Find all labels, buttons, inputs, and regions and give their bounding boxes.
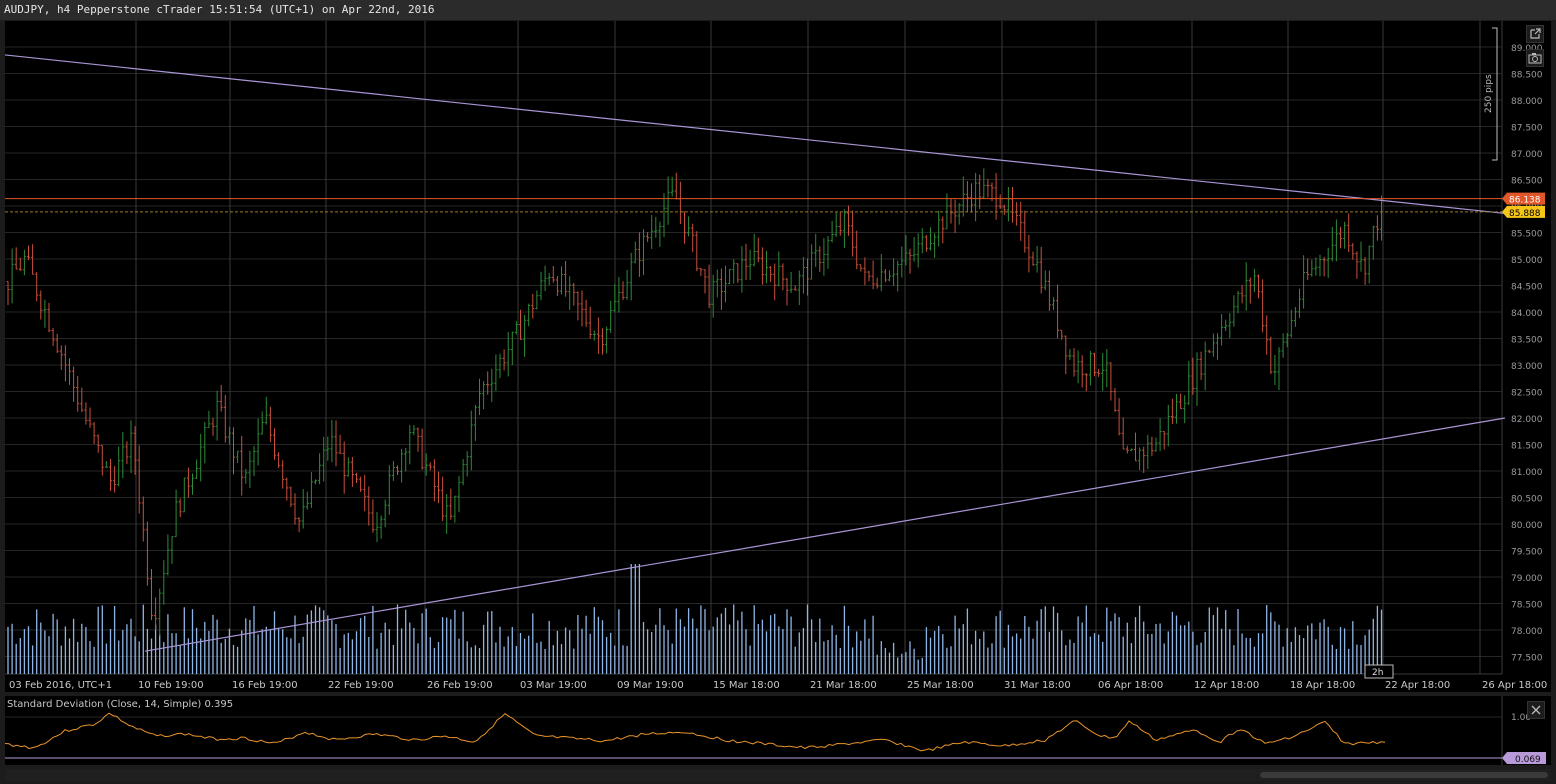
time-axis-label: 25 Mar 18:00 [907, 680, 974, 691]
price-chart-canvas[interactable]: 89.00088.50088.00087.50087.00086.50086.0… [4, 21, 1551, 692]
price-tick-label: 84.500 [1511, 283, 1543, 293]
std-dev-line [4, 712, 1386, 752]
time-axis-label: 26 Apr 18:00 [1482, 680, 1547, 691]
price-tick-label: 83.500 [1511, 336, 1543, 346]
price-tick-label: 78.000 [1511, 627, 1543, 637]
horizontal-scrollbar[interactable] [5, 769, 1551, 781]
time-axis-label: 10 Feb 19:00 [138, 680, 204, 691]
camera-icon[interactable] [1526, 49, 1544, 67]
external-link-icon[interactable] [1526, 25, 1544, 43]
price-tick-label: 79.000 [1511, 574, 1543, 584]
upper-trendline[interactable] [4, 54, 1506, 215]
time-axis-label: 26 Feb 19:00 [427, 680, 493, 691]
price-tick-label: 82.000 [1511, 415, 1543, 425]
time-axis-label: 22 Feb 19:00 [328, 680, 394, 691]
time-axis-label: 03 Mar 19:00 [520, 680, 587, 691]
bar-timer-label: 2h [1372, 668, 1383, 678]
indicator-label: Standard Deviation (Close, 14, Simple) 0… [7, 699, 233, 710]
price-tick-label: 88.500 [1511, 71, 1543, 81]
time-axis-label: 31 Mar 18:00 [1004, 680, 1071, 691]
time-axis-label: 16 Feb 19:00 [232, 680, 298, 691]
pips-ruler-label: 250 pips [1484, 74, 1494, 113]
price-tick-label: 85.500 [1511, 230, 1543, 240]
time-axis-label: 12 Apr 18:00 [1194, 680, 1259, 691]
price-tick-label: 83.000 [1511, 362, 1543, 372]
price-tick-label: 86.500 [1511, 177, 1543, 187]
price-tick-label: 77.500 [1511, 654, 1543, 664]
price-tick-label: 81.500 [1511, 442, 1543, 452]
price-tick-label: 87.500 [1511, 124, 1543, 134]
time-axis-label: 03 Feb 2016, UTC+1 [9, 680, 112, 691]
price-tick-label: 82.500 [1511, 389, 1543, 399]
time-axis-label: 06 Apr 18:00 [1098, 680, 1163, 691]
scrollbar-thumb[interactable] [1260, 772, 1548, 778]
price-tick-label: 80.000 [1511, 521, 1543, 531]
price-tick-label: 85.000 [1511, 256, 1543, 266]
time-axis-label: 09 Mar 19:00 [617, 680, 684, 691]
window-title: AUDJPY, h4 Pepperstone cTrader 15:51:54 … [0, 0, 1556, 20]
pips-ruler [1492, 27, 1498, 161]
ask-price-badge [1502, 192, 1545, 205]
indicator-canvas[interactable]: Standard Deviation (Close, 14, Simple) 0… [4, 696, 1551, 765]
time-axis-label: 22 Apr 18:00 [1385, 680, 1450, 691]
price-tick-label: 81.000 [1511, 468, 1543, 478]
indicator-value-badge [1502, 752, 1546, 764]
price-tick-label: 78.500 [1511, 601, 1543, 611]
lower-trendline[interactable] [144, 417, 1506, 652]
ask-price-label: 86.138 [1509, 196, 1541, 206]
bar-timer-box [1364, 664, 1394, 679]
time-axis-label: 15 Mar 18:00 [713, 680, 780, 691]
price-tick-label: 79.500 [1511, 548, 1543, 558]
indicator-value-label: 0.069 [1515, 755, 1541, 765]
price-tick-label: 87.000 [1511, 150, 1543, 160]
indicator-axis-label: 1.00 [1511, 713, 1531, 723]
time-axis-label: 18 Apr 18:00 [1290, 680, 1355, 691]
indicator-pane[interactable]: Standard Deviation (Close, 14, Simple) 0… [4, 696, 1551, 765]
price-chart[interactable]: 89.00088.50088.00087.50087.00086.50086.0… [4, 21, 1551, 692]
time-axis-label: 21 Mar 18:00 [810, 680, 877, 691]
bid-price-label: 85.888 [1509, 209, 1541, 219]
price-tick-label: 84.000 [1511, 309, 1543, 319]
price-tick-label: 80.500 [1511, 495, 1543, 505]
close-icon[interactable] [1527, 701, 1545, 719]
price-tick-label: 88.000 [1511, 97, 1543, 107]
bid-price-badge [1502, 205, 1545, 218]
